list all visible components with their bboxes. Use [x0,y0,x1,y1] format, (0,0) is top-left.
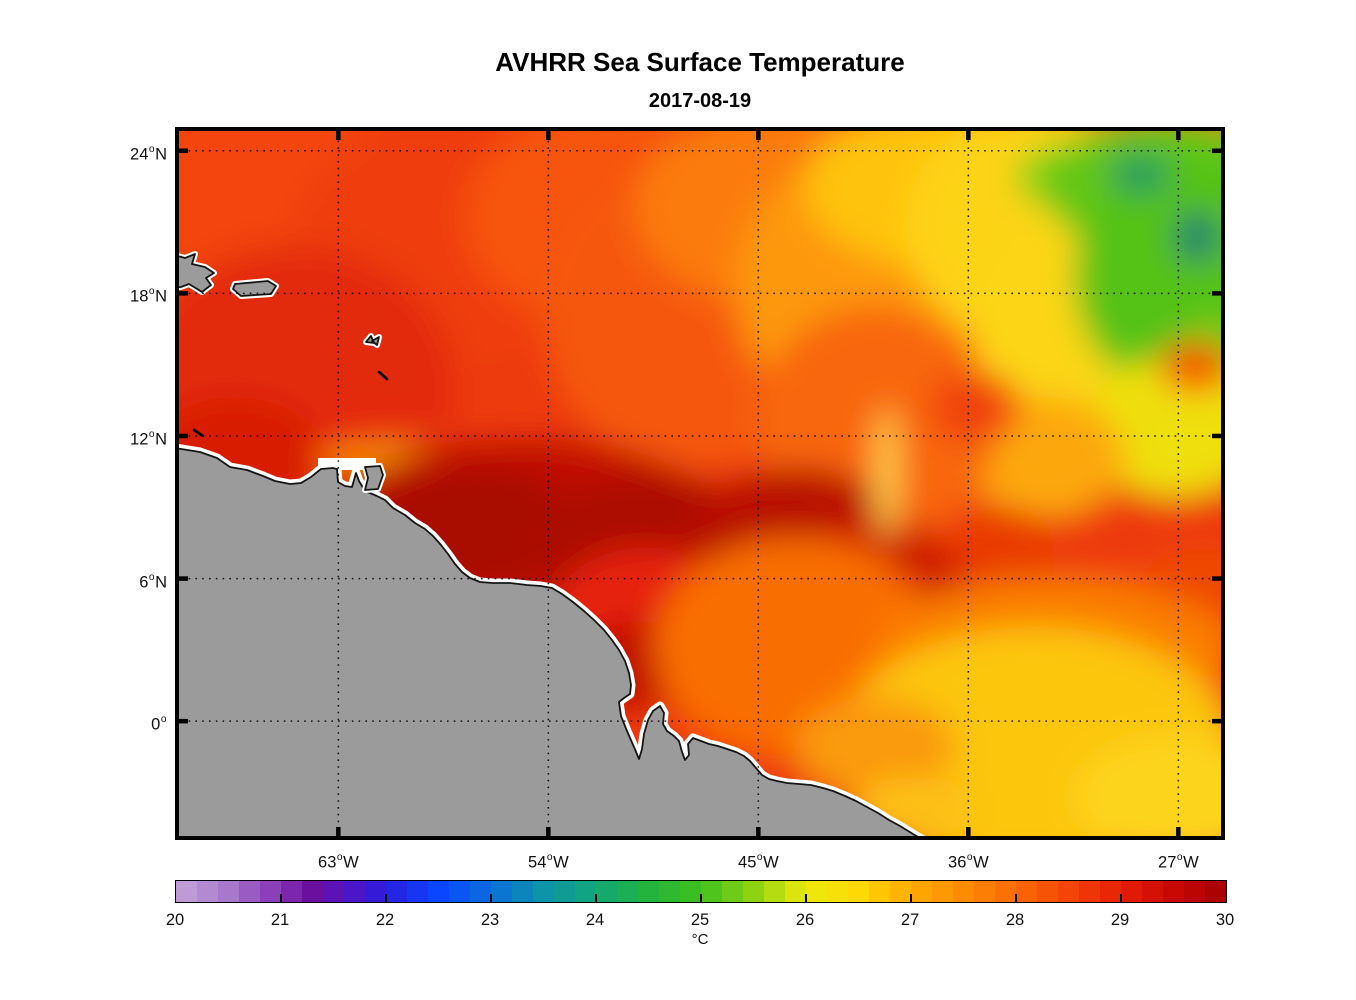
island-trinidad [364,465,384,491]
tick-top [546,127,551,140]
colorbar-tick-label: 28 [1005,911,1025,929]
lon-tick-label: 54oW [528,851,569,872]
axis-tick-marks [175,127,1225,840]
colorbar-tick-label: 22 [375,911,395,929]
tick-top [336,127,341,140]
island-mark-martinique [377,370,389,381]
south-america-land [175,447,926,840]
colorbar-tick [489,894,493,902]
tick-bottom [336,827,341,840]
lat-tick-label: 6oN [139,571,167,592]
tick-bottom [966,827,971,840]
colorbar-tick-label: 29 [1110,911,1130,929]
lon-tick-label: 27oW [1158,851,1199,872]
island-hispaniola-east [175,253,215,293]
lon-tick-label: 45oW [738,851,779,872]
lat-tick-label: 18oN [130,286,167,306]
tick-top [966,127,971,140]
tick-left [175,433,188,439]
island-puerto-rico [232,280,277,297]
colorbar-tick-label: 20 [165,911,185,929]
colorbar-tick [384,894,388,902]
colorbar-tick [804,894,808,902]
colorbar-tick-label: 27 [900,911,920,929]
tick-bottom [1176,827,1181,840]
island-guadeloupe [365,335,380,346]
colorbar [175,880,1227,903]
island-mark-curacao [192,428,205,438]
tick-right [1212,433,1225,439]
colorbar-tick [279,894,283,902]
colorbar-tick [699,894,703,902]
colorbar-tick-label: 24 [585,911,605,929]
tick-bottom [546,827,551,840]
colorbar-tick-label: 21 [270,911,290,929]
plot-subtitle: 2017-08-19 [648,90,752,112]
lat-tick-label: 24oN [130,143,167,164]
colorbar-tick [1014,894,1018,902]
plot-frame [175,127,1225,840]
tick-left [175,148,188,154]
lat-tick-label: 0o [151,714,167,734]
land-mass [175,251,930,840]
graticule-gridlines [175,127,1225,840]
colorbar-unit-label: °C [691,931,709,948]
tick-right [1212,576,1225,581]
colorbar-tick [909,894,913,902]
tick-right [1212,148,1225,154]
colorbar-tick-label: 26 [795,911,815,929]
sst-map-plot [175,127,1225,840]
colorbar-tick-label: 30 [1215,911,1235,929]
colorbar-tick [1119,894,1123,902]
tick-right [1212,718,1225,724]
tick-top [756,127,761,140]
lat-tick-label: 12oN [130,428,167,449]
sea-surface-temperature-field [175,127,1225,840]
colorbar-tick [594,894,598,902]
lon-tick-label: 36oW [948,851,989,872]
tick-left [175,576,188,581]
colorbar-tick-label: 23 [480,911,500,929]
colorbar-tick-label: 25 [690,911,710,929]
lon-tick-label: 63oW [318,851,359,872]
tick-top [1176,127,1181,140]
tick-bottom [756,827,761,840]
plot-title: AVHRR Sea Surface Temperature [495,47,905,77]
tick-left [175,291,188,296]
tick-left [175,718,188,724]
tick-right [1212,291,1225,296]
